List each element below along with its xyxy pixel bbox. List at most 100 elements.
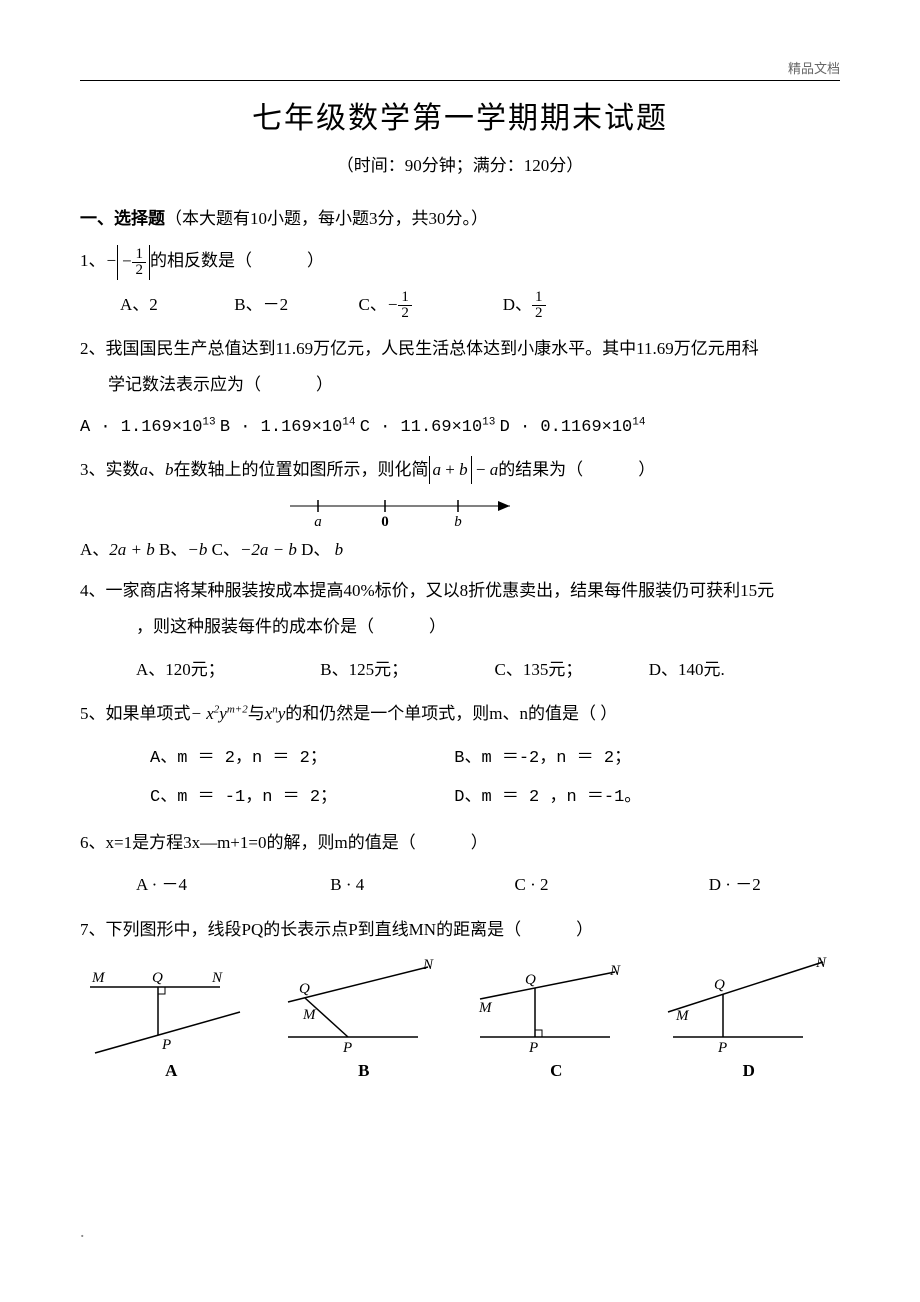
svg-text:P: P	[528, 1040, 538, 1056]
q3-b: b	[165, 460, 174, 479]
q3-opt-c: C、−2a − b	[212, 540, 297, 559]
q6-opt-c: C · 2	[515, 866, 705, 903]
q2-close: ）	[316, 375, 333, 394]
q6-opt-b: B · 4	[330, 866, 510, 903]
q1-num: 1、	[80, 251, 106, 270]
q3-options: A、2a + b B、−b C、−2a − b D、 b	[80, 532, 840, 568]
q3-opt-d: D、 b	[301, 540, 343, 559]
section-1-rest: （本大题有10小题，每小题3分，共30分。）	[165, 209, 488, 228]
q7-fig-d: N Q M P D	[658, 957, 841, 1081]
header-watermark: 精品文档	[788, 58, 840, 77]
q5-mono2: xny	[265, 704, 286, 723]
q1-abs: −12	[117, 245, 150, 280]
q3-numberline-wrap: a 0 b	[80, 494, 840, 530]
question-2: 2、我国国民生产总值达到11.69万亿元，人民生活总体达到小康水平。其中11.6…	[80, 331, 840, 402]
q3-post: 的结果为（	[498, 460, 583, 479]
q6-line: 6、x=1是方程3x—m+1=0的解，则m的值是（	[80, 833, 416, 852]
page-container: 精品文档 七年级数学第一学期期末试题 （时间：90分钟；满分：120分） 一、选…	[0, 0, 920, 1302]
exam-title: 七年级数学第一学期期末试题	[80, 93, 840, 137]
q6-opt-a: A · －4	[136, 866, 326, 903]
q1-options: A、2 B、－2 C、−12 D、12	[80, 286, 840, 323]
q3-close: ）	[638, 460, 655, 479]
q4-options: A、120元； B、125元； C、135元； D、140元.	[80, 651, 840, 688]
svg-text:Q: Q	[714, 977, 725, 993]
q5-opt-b: B、m ＝-2，n ＝ 2；	[454, 740, 631, 777]
q5-mono1: − x2ym+2	[191, 704, 248, 723]
svg-text:M: M	[478, 1000, 493, 1016]
q7-fig-b: N Q M P B	[273, 957, 456, 1081]
q3-pre: 3、实数	[80, 460, 140, 479]
q4-line1: 4、一家商店将某种服装按成本提高40%标价，又以8折优惠卖出，结果每件服装仍可获…	[80, 573, 840, 609]
q2-opt-b: B · 1.169×1014	[220, 418, 356, 437]
q7-close: ）	[576, 920, 593, 939]
q7-label-c: C	[465, 1061, 648, 1081]
q2-line1: 2、我国国民生产总值达到11.69万亿元，人民生活总体达到小康水平。其中11.6…	[80, 331, 840, 367]
q4-line2-wrap: ，则这种服装每件的成本价是（ ）	[80, 609, 840, 645]
section-1-label: 一、选择题（本大题有10小题，每小题3分，共30分。）	[80, 204, 840, 229]
svg-text:N: N	[422, 957, 434, 973]
svg-text:b: b	[454, 514, 462, 530]
q3-abs: a + b	[429, 456, 472, 484]
svg-text:a: a	[314, 514, 322, 530]
svg-text:N: N	[211, 970, 223, 986]
svg-text:P: P	[717, 1040, 727, 1056]
q1-opt-d: D、12	[503, 286, 546, 323]
q7-figures: M N Q P A N Q M P B	[80, 957, 840, 1081]
footer-dot: .	[80, 1221, 85, 1242]
question-4: 4、一家商店将某种服装按成本提高40%标价，又以8折优惠卖出，结果每件服装仍可获…	[80, 573, 840, 644]
header-rule	[80, 80, 840, 81]
svg-text:P: P	[342, 1040, 352, 1056]
q3-a: a	[140, 460, 149, 479]
q5-post: 的和仍然是一个单项式，则m、n的值是（ ）	[285, 704, 617, 723]
q1-neg: −	[106, 251, 117, 270]
q7-line: 7、下列图形中，线段PQ的长表示点P到直线MN的距离是（	[80, 920, 521, 939]
q7-fig-c: N Q M P C	[465, 957, 648, 1081]
q3-minus: −	[472, 460, 490, 479]
q2-opt-c: C · 11.69×1013	[360, 418, 496, 437]
svg-text:P: P	[161, 1037, 171, 1053]
q6-opt-d: D · －2	[709, 866, 761, 903]
question-1: 1、−−12的相反数是（）	[80, 243, 840, 280]
exam-subtitle: （时间：90分钟；满分：120分）	[80, 151, 840, 176]
q1-opt-b: B、－2	[234, 286, 354, 323]
q1-opt-c: C、−12	[359, 286, 499, 323]
q4-opt-a: A、120元；	[136, 651, 316, 688]
svg-text:M: M	[91, 970, 106, 986]
q3-numberline: a 0 b	[290, 494, 520, 530]
q7-label-d: D	[658, 1061, 841, 1081]
q2-line2: 学记数法表示应为（	[108, 375, 261, 394]
question-6: 6、x=1是方程3x—m+1=0的解，则m的值是（ ）	[80, 825, 840, 861]
q3-a2: a	[490, 460, 499, 479]
q5-opt-a: A、m ＝ 2，n ＝ 2；	[150, 740, 450, 777]
q5-opt-c: C、m ＝ -1，n ＝ 2；	[150, 779, 450, 816]
q3-mid: 在数轴上的位置如图所示，则化简	[174, 460, 429, 479]
q2-opt-a: A · 1.169×1013	[80, 418, 216, 437]
q7-fig-a: M N Q P A	[80, 957, 263, 1081]
svg-text:Q: Q	[525, 972, 536, 988]
svg-text:0: 0	[381, 514, 389, 530]
q4-opt-c: C、135元；	[495, 651, 645, 688]
q4-close: ）	[429, 617, 446, 636]
q3-opt-b: B、−b	[159, 540, 207, 559]
q1-opt-a: A、2	[120, 286, 230, 323]
q6-close: ）	[471, 833, 488, 852]
q4-opt-b: B、125元；	[320, 651, 490, 688]
svg-text:N: N	[609, 963, 621, 979]
q2-opt-d: D · 0.1169×1014	[500, 418, 646, 437]
q7-label-a: A	[80, 1061, 263, 1081]
question-7: 7、下列图形中，线段PQ的长表示点P到直线MN的距离是（ ）	[80, 912, 840, 948]
svg-text:Q: Q	[299, 981, 310, 997]
q4-line2: ，则这种服装每件的成本价是（	[136, 617, 374, 636]
section-1-bold: 一、选择题	[80, 209, 165, 228]
q5-opt-d: D、m ＝ 2 ，n ＝-1。	[454, 779, 641, 816]
question-5: 5、如果单项式− x2ym+2与xny的和仍然是一个单项式，则m、n的值是（ ）	[80, 696, 840, 732]
q7-label-b: B	[273, 1061, 456, 1081]
question-3: 3、实数a、b在数轴上的位置如图所示，则化简a + b − a的结果为（）	[80, 452, 840, 488]
q5-options: A、m ＝ 2，n ＝ 2； B、m ＝-2，n ＝ 2； C、m ＝ -1，n…	[80, 738, 840, 817]
q3-sep: 、	[148, 460, 165, 479]
q6-options: A · －4 B · 4 C · 2 D · －2	[80, 866, 840, 903]
q5-pre: 5、如果单项式	[80, 704, 191, 723]
q2-line2-wrap: 学记数法表示应为（ ）	[80, 367, 840, 403]
q5-mid: 与	[248, 704, 265, 723]
q1-suffix: 的相反数是（	[150, 251, 252, 270]
